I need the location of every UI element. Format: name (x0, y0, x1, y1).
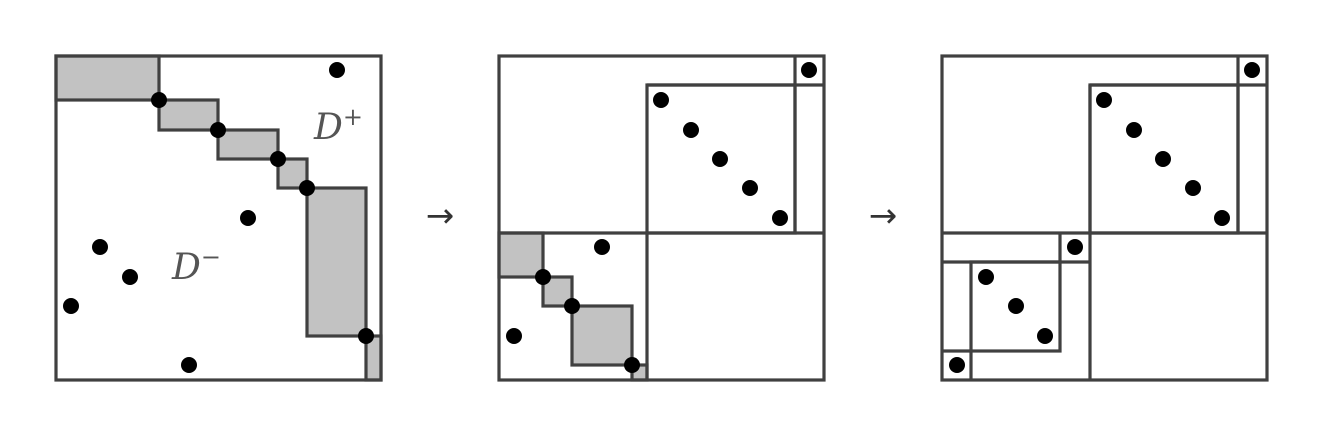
panel2-point (712, 151, 728, 167)
panel2-point (594, 239, 610, 255)
panel1-point (122, 269, 138, 285)
label-d-plus: D+ (313, 103, 363, 148)
panel1-shaded-cell (157, 98, 220, 132)
panel3-point (1244, 62, 1260, 78)
panel1-point (151, 92, 167, 108)
panel1-point (329, 62, 345, 78)
label-d-minus-superscript: − (201, 243, 221, 271)
panel2-point (535, 269, 551, 285)
panel1-point (181, 357, 197, 373)
panel1-point (240, 210, 256, 226)
panel2-shaded-cell (497, 231, 545, 279)
panel3-point (1214, 210, 1230, 226)
panel1-point (358, 328, 374, 344)
panel-2 (497, 54, 826, 382)
panel2-point (564, 298, 580, 314)
panel3-inner-block (969, 260, 1062, 353)
arrow-right-icon: → (426, 196, 455, 236)
panel3-point (1185, 180, 1201, 196)
panel1-point (299, 180, 315, 196)
panel3-point (1096, 92, 1112, 108)
panel1-shaded-cell (54, 54, 161, 102)
panel2-point (801, 62, 817, 78)
panel3-point (978, 269, 994, 285)
panel1-shaded-cell (216, 128, 280, 161)
panel3-point (949, 357, 965, 373)
arrow-right-icon: → (869, 196, 898, 236)
panel3-point (1008, 298, 1024, 314)
label-d-plus-superscript: + (343, 103, 363, 131)
panel2-point (742, 180, 758, 196)
panel3-point (1037, 328, 1053, 344)
panel3-point (1155, 151, 1171, 167)
panel3-frame (940, 54, 1269, 382)
panel1-point (63, 298, 79, 314)
panel-3 (940, 54, 1269, 382)
panel2-point (624, 357, 640, 373)
panel2-point (683, 122, 699, 138)
panel3-point (1067, 239, 1083, 255)
panel2-point (653, 92, 669, 108)
panel1-shaded-cell (305, 186, 368, 338)
panel1-frame (54, 54, 383, 382)
panel-1: D+ D− (54, 54, 383, 382)
panel2-shaded-cell (570, 304, 634, 367)
panel1-point (92, 239, 108, 255)
panel2-frame (497, 54, 826, 382)
panel2-point (772, 210, 788, 226)
panel2-point (506, 328, 522, 344)
label-d-minus: D− (171, 243, 221, 288)
panel1-point (270, 151, 286, 167)
panel1-point (210, 122, 226, 138)
panel3-point (1126, 122, 1142, 138)
